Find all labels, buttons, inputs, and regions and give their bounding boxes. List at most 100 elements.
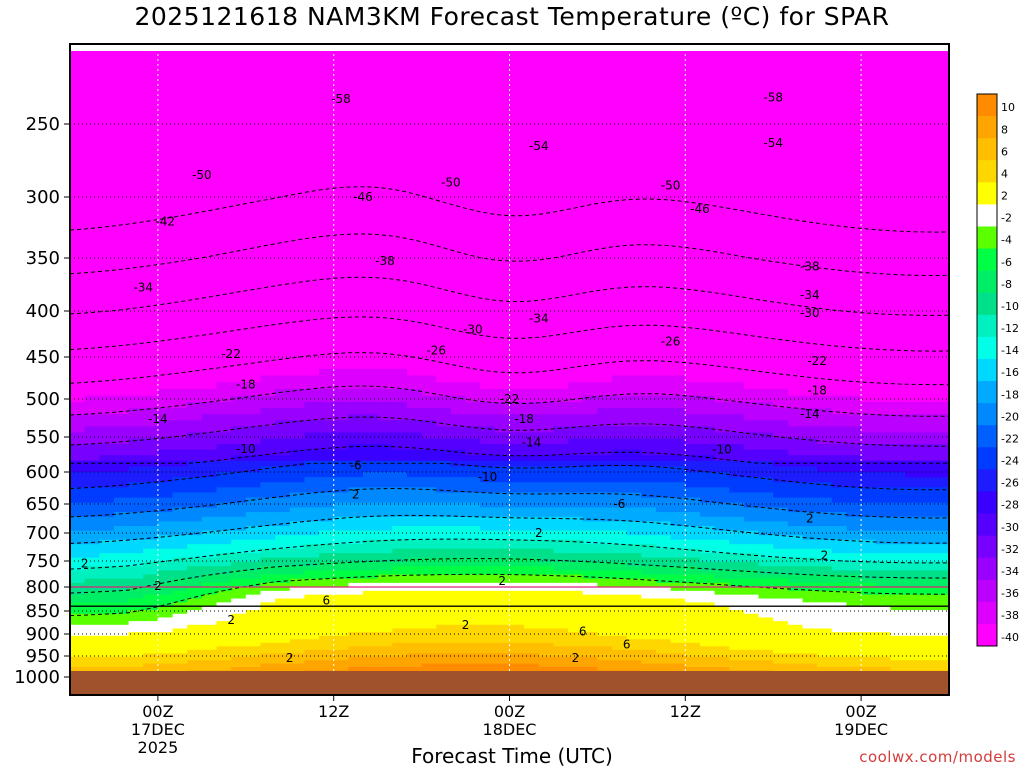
temperature-cell [143,666,159,671]
temperature-cell [260,516,276,522]
temperature-cell [582,613,598,619]
temperature-cell [157,628,174,633]
temperature-cell [626,613,642,619]
temperature-cell [582,544,598,550]
temperature-cell [450,201,467,213]
temperature-cell [494,62,511,75]
temperature-cell [450,663,467,668]
temperature-cell [84,477,100,483]
temperature-cell [729,277,745,287]
temperature-cell [641,570,657,576]
temperature-cell [597,472,613,478]
temperature-cell [201,507,218,513]
temperature-cell [187,368,203,377]
temperature-cell [714,285,730,295]
temperature-cell [524,535,540,541]
temperature-cell [377,482,393,488]
temperature-cell [685,660,701,665]
temperature-cell [319,653,335,658]
temperature-cell [406,455,423,462]
temperature-cell [612,482,628,488]
temperature-cell [450,487,467,494]
temperature-cell [245,516,262,522]
temperature-cell [84,460,100,467]
temperature-cell [450,557,467,563]
temperature-cell [582,144,598,157]
temperature-cell [187,362,203,370]
temperature-cell [568,311,584,319]
temperature-cell [421,502,437,509]
temperature-cell [319,660,335,665]
temperature-cell [465,649,481,654]
temperature-cell [524,382,540,390]
temperature-cell [333,610,349,615]
temperature-cell [275,302,291,312]
temperature-cell [729,535,745,541]
temperature-cell [245,325,262,334]
temperature-cell [377,201,393,213]
temperature-cell [699,544,716,550]
temperature-cell [509,582,525,588]
temperature-cell [113,395,130,403]
temperature-cell [582,382,598,390]
temperature-cell [465,502,481,509]
temperature-cell [245,121,262,134]
temperature-cell [670,566,686,571]
temperature-cell [714,526,730,532]
temperature-cell [685,460,701,467]
temperature-cell [597,502,613,509]
temperature-cell [304,649,320,654]
temperature-cell [84,211,100,222]
temperature-cell [553,420,569,427]
temperature-cell [787,277,804,287]
temperature-cell [377,502,393,509]
temperature-cell [494,621,511,626]
temperature-cell [319,570,335,576]
temperature-cell [612,598,628,603]
temperature-cell [787,132,804,146]
temperature-cell [582,656,598,661]
temperature-cell [289,179,305,192]
temperature-cell [392,530,408,536]
temperature-cell [699,460,716,467]
temperature-cell [480,535,496,541]
temperature-cell [568,502,584,509]
temperature-cell [319,512,335,518]
temperature-cell [553,438,569,445]
temperature-cell [363,649,379,654]
temperature-cell [509,539,525,545]
temperature-cell [538,562,555,567]
temperature-cell [260,455,276,462]
temperature-cell [773,395,789,403]
temperature-cell [70,557,86,563]
temperature-cell [509,656,525,661]
temperature-cell [275,97,291,110]
temperature-cell [480,530,496,536]
temperature-cell [714,438,730,445]
temperature-cell [465,449,481,456]
temperature-cell [568,268,584,278]
temperature-cell [699,311,716,319]
temperature-cell [743,610,760,615]
temperature-cell [626,382,642,390]
temperature-cell [685,624,701,630]
temperature-cell [113,512,130,518]
temperature-cell [99,613,115,619]
temperature-cell [685,594,701,600]
temperature-cell [70,355,86,363]
temperature-cell [157,395,174,403]
temperature-cell [641,492,657,499]
temperature-cell [494,574,511,580]
temperature-cell [99,347,115,356]
temperature-cell [670,408,686,415]
temperature-cell [787,109,804,122]
temperature-cell [773,132,789,146]
temperature-cell [626,590,642,596]
temperature-cell [201,557,218,563]
temperature-cell [524,86,540,99]
temperature-cell [377,449,393,456]
temperature-cell [582,268,598,278]
temperature-cell [231,516,247,522]
temperature-cell [99,420,115,427]
temperature-cell [377,562,393,567]
